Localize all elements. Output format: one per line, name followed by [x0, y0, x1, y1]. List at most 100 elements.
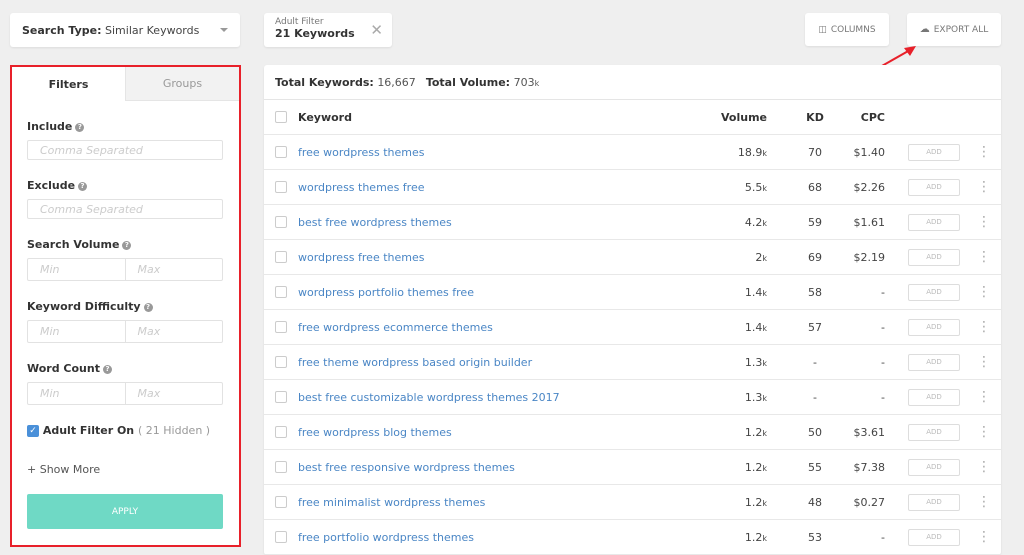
include-input[interactable]: Comma Separated — [27, 140, 223, 160]
add-button[interactable]: ADD — [908, 493, 960, 511]
show-more-link[interactable]: + Show More — [27, 463, 101, 476]
add-button[interactable]: ADD — [908, 528, 960, 546]
row-checkbox[interactable] — [275, 286, 287, 298]
row-checkbox[interactable] — [275, 496, 287, 508]
row-checkbox[interactable] — [275, 426, 287, 438]
more-vertical-icon[interactable]: ⋮ — [977, 284, 991, 300]
cpc-cell: - — [881, 320, 885, 334]
row-checkbox[interactable] — [275, 216, 287, 228]
more-vertical-icon[interactable]: ⋮ — [977, 459, 991, 475]
tab-filters[interactable]: Filters — [48, 77, 89, 91]
keyword-link[interactable]: free wordpress ecommerce themes — [298, 320, 493, 334]
col-keyword[interactable]: Keyword — [298, 110, 352, 124]
select-all-checkbox[interactable] — [275, 111, 287, 123]
cpc-cell: - — [881, 530, 885, 544]
volume-cell: 1.2k — [744, 495, 767, 509]
row-checkbox[interactable] — [275, 531, 287, 543]
table-row: free minimalist wordpress themes 1.2k 48… — [264, 485, 1001, 520]
add-button[interactable]: ADD — [908, 318, 960, 336]
volume-max-input[interactable]: Max — [124, 259, 223, 280]
add-button[interactable]: ADD — [908, 248, 960, 266]
more-vertical-icon[interactable]: ⋮ — [977, 144, 991, 160]
words-max-input[interactable]: Max — [124, 383, 223, 404]
kd-cell: 58 — [808, 285, 822, 299]
more-vertical-icon[interactable]: ⋮ — [977, 179, 991, 195]
export-all-button[interactable]: ☁ EXPORT ALL — [907, 13, 1001, 46]
table-row: best free customizable wordpress themes … — [264, 380, 1001, 415]
keyword-link[interactable]: wordpress free themes — [298, 250, 425, 264]
keyword-link[interactable]: free wordpress blog themes — [298, 425, 452, 439]
kd-cell: 59 — [808, 215, 822, 229]
volume-label: Search Volume? — [27, 238, 132, 251]
words-min-input[interactable]: Min — [40, 387, 60, 400]
table-header: Keyword Volume KD CPC — [264, 100, 1001, 135]
kd-cell: 55 — [808, 460, 822, 474]
apply-button[interactable]: APPLY — [27, 494, 223, 529]
more-vertical-icon[interactable]: ⋮ — [977, 424, 991, 440]
adult-filter-checkbox[interactable]: ✓ — [27, 425, 39, 437]
kd-cell: 50 — [808, 425, 822, 439]
search-type-dropdown[interactable]: Search Type: Similar Keywords — [10, 13, 240, 47]
close-icon[interactable]: ✕ — [370, 21, 383, 39]
add-button[interactable]: ADD — [908, 213, 960, 231]
row-checkbox[interactable] — [275, 391, 287, 403]
more-vertical-icon[interactable]: ⋮ — [977, 494, 991, 510]
add-button[interactable]: ADD — [908, 283, 960, 301]
kd-range[interactable]: Min Max — [27, 320, 223, 343]
row-checkbox[interactable] — [275, 181, 287, 193]
row-checkbox[interactable] — [275, 321, 287, 333]
columns-button[interactable]: ◫ COLUMNS — [805, 13, 889, 46]
volume-min-input[interactable]: Min — [40, 263, 60, 276]
table-row: free portfolio wordpress themes 1.2k 53 … — [264, 520, 1001, 555]
row-checkbox[interactable] — [275, 251, 287, 263]
kd-cell: 53 — [808, 530, 822, 544]
word-count-range[interactable]: Min Max — [27, 382, 223, 405]
keyword-link[interactable]: free minimalist wordpress themes — [298, 495, 486, 509]
keyword-link[interactable]: best free responsive wordpress themes — [298, 460, 515, 474]
keyword-link[interactable]: best free wordpress themes — [298, 215, 452, 229]
total-volume: 703 — [513, 75, 535, 89]
keyword-link[interactable]: wordpress themes free — [298, 180, 425, 194]
keyword-link[interactable]: free portfolio wordpress themes — [298, 530, 474, 544]
exclude-input[interactable]: Comma Separated — [27, 199, 223, 219]
adult-hidden-count: ( 21 Hidden ) — [137, 424, 211, 437]
cpc-cell: - — [881, 390, 885, 404]
col-kd[interactable]: KD — [806, 110, 824, 124]
help-icon: ? — [75, 123, 85, 132]
add-button[interactable]: ADD — [908, 353, 960, 371]
volume-range[interactable]: Min Max — [27, 258, 223, 281]
volume-cell: 1.4k — [744, 285, 767, 299]
row-checkbox[interactable] — [275, 461, 287, 473]
adult-filter-label: Adult Filter On — [42, 424, 135, 437]
row-checkbox[interactable] — [275, 146, 287, 158]
keyword-link[interactable]: free theme wordpress based origin builde… — [298, 355, 533, 369]
keyword-link[interactable]: best free customizable wordpress themes … — [298, 390, 560, 404]
more-vertical-icon[interactable]: ⋮ — [977, 214, 991, 230]
more-vertical-icon[interactable]: ⋮ — [977, 389, 991, 405]
kd-max-input[interactable]: Max — [124, 321, 223, 342]
col-volume[interactable]: Volume — [721, 110, 767, 124]
add-button[interactable]: ADD — [908, 178, 960, 196]
chevron-down-icon — [220, 28, 228, 32]
add-button[interactable]: ADD — [908, 458, 960, 476]
kd-min-input[interactable]: Min — [40, 325, 60, 338]
help-icon: ? — [143, 303, 153, 312]
tab-groups[interactable]: Groups — [125, 67, 239, 101]
more-vertical-icon[interactable]: ⋮ — [977, 249, 991, 265]
more-vertical-icon[interactable]: ⋮ — [977, 354, 991, 370]
keyword-link[interactable]: free wordpress themes — [298, 145, 425, 159]
col-cpc[interactable]: CPC — [860, 110, 885, 124]
add-button[interactable]: ADD — [908, 143, 960, 161]
kd-cell: 48 — [808, 495, 822, 509]
add-button[interactable]: ADD — [908, 388, 960, 406]
export-label: EXPORT ALL — [933, 24, 989, 35]
adult-filter-chip: Adult Filter 21 Keywords ✕ — [264, 13, 392, 47]
more-vertical-icon[interactable]: ⋮ — [977, 319, 991, 335]
row-checkbox[interactable] — [275, 356, 287, 368]
keyword-link[interactable]: wordpress portfolio themes free — [298, 285, 474, 299]
chip-label: Adult Filter — [275, 17, 324, 27]
cpc-cell: - — [881, 355, 885, 369]
more-vertical-icon[interactable]: ⋮ — [977, 529, 991, 545]
add-button[interactable]: ADD — [908, 423, 960, 441]
volume-cell: 18.9k — [737, 145, 767, 159]
